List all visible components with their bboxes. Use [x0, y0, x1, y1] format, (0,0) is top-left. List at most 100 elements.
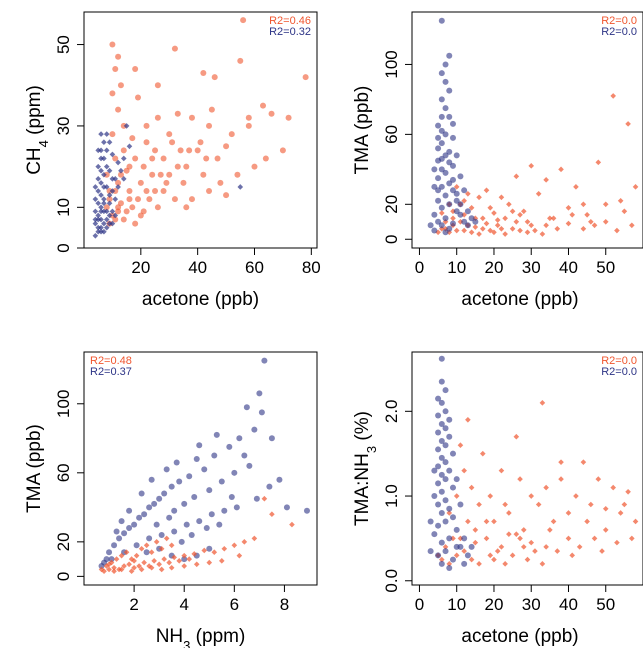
- data-point: [166, 514, 173, 521]
- data-point: [208, 106, 215, 113]
- data-point: [449, 176, 456, 183]
- data-point: [188, 531, 195, 538]
- data-point: [502, 561, 508, 567]
- data-point: [153, 521, 160, 528]
- series-2: [427, 17, 479, 236]
- data-point: [260, 102, 267, 109]
- data-point: [509, 208, 516, 215]
- data-point: [101, 228, 107, 235]
- data-point: [449, 450, 456, 457]
- data-point: [431, 211, 438, 218]
- data-point: [181, 556, 188, 563]
- data-point: [591, 535, 598, 542]
- data-point: [117, 82, 124, 89]
- data-point: [438, 204, 445, 211]
- data-point: [276, 476, 283, 483]
- data-point: [115, 179, 122, 186]
- data-point: [461, 467, 467, 474]
- data-point: [453, 526, 460, 533]
- data-point: [524, 218, 531, 225]
- data-point: [438, 437, 445, 444]
- data-point: [156, 495, 163, 502]
- data-point: [535, 501, 542, 508]
- data-point: [442, 61, 449, 68]
- data-point: [453, 543, 460, 550]
- data-point: [106, 167, 113, 174]
- data-point: [565, 535, 572, 542]
- series-1: [435, 400, 639, 567]
- data-point: [543, 177, 549, 183]
- data-point: [98, 180, 104, 186]
- panel-4: 0 10 20 30 40 50 0.0 1.0 2.0 acetone (ppb) TMA:NH3…: [352, 351, 643, 647]
- data-point: [103, 184, 110, 190]
- data-point: [602, 527, 609, 533]
- data-point: [136, 563, 142, 569]
- data-point: [126, 561, 132, 568]
- plot-frame: [83, 11, 318, 249]
- data-point: [617, 510, 624, 516]
- data-point: [558, 166, 564, 173]
- data-point: [285, 114, 292, 121]
- data-point: [532, 227, 538, 234]
- data-point: [168, 542, 175, 549]
- data-point: [476, 194, 482, 201]
- data-point: [565, 204, 572, 211]
- data-point: [106, 549, 113, 556]
- data-point: [464, 222, 471, 229]
- data-point: [171, 196, 178, 203]
- data-point: [502, 215, 508, 222]
- data-point: [584, 518, 590, 525]
- data-point: [573, 184, 579, 190]
- data-point: [472, 539, 479, 546]
- panel-2: 0 10 20 30 40 50 0 20 60 100 acetone (ppb) TMA (ppb…: [352, 11, 643, 310]
- data-point: [149, 155, 156, 162]
- data-point: [483, 187, 490, 194]
- data-point: [129, 135, 136, 142]
- data-point: [483, 220, 490, 227]
- data-point: [112, 212, 119, 219]
- data-point: [169, 139, 176, 146]
- data-point: [427, 548, 434, 555]
- data-point: [431, 227, 438, 234]
- data-point: [438, 96, 445, 103]
- r2-annotation: R2=0.0: [601, 26, 637, 38]
- data-point: [438, 355, 445, 362]
- data-point: [103, 224, 110, 231]
- y-tick-label: 100: [54, 390, 73, 418]
- data-point: [115, 204, 122, 211]
- data-point: [438, 509, 445, 516]
- data-point: [111, 568, 117, 574]
- data-point: [138, 545, 145, 552]
- data-point: [152, 147, 159, 154]
- data-point: [134, 94, 141, 101]
- data-point: [197, 139, 204, 146]
- data-point: [268, 110, 275, 117]
- data-point: [446, 467, 453, 474]
- data-point: [453, 152, 460, 159]
- data-point: [236, 435, 243, 442]
- data-point: [186, 556, 193, 562]
- data-point: [468, 543, 475, 550]
- data-point: [111, 542, 118, 549]
- data-point: [146, 504, 153, 511]
- data-point: [226, 443, 233, 450]
- data-point: [98, 131, 104, 137]
- x-tick-label: 6: [230, 595, 239, 614]
- data-point: [196, 442, 203, 449]
- data-point: [449, 514, 456, 521]
- data-point: [550, 518, 557, 525]
- data-point: [163, 466, 170, 473]
- y-tick-label: 50: [54, 35, 73, 54]
- data-point: [491, 518, 497, 525]
- data-point: [152, 188, 159, 195]
- data-point: [218, 558, 225, 564]
- data-point: [112, 155, 119, 162]
- data-point: [113, 528, 120, 535]
- data-point: [442, 408, 449, 415]
- data-point: [115, 53, 122, 60]
- data-point: [223, 192, 230, 199]
- data-point: [632, 184, 639, 190]
- x-tick-label: 50: [596, 595, 615, 614]
- data-point: [174, 110, 181, 117]
- data-point: [141, 559, 147, 566]
